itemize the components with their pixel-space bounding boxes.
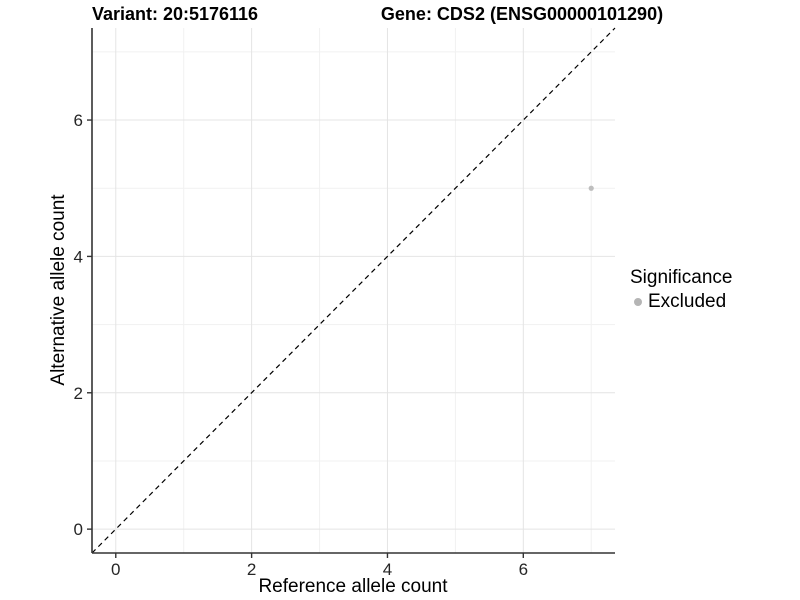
x-tick-label: 2: [247, 560, 256, 579]
legend-entry-label: Excluded: [648, 291, 727, 312]
y-tick-label: 0: [74, 520, 83, 539]
x-tick-label: 4: [383, 560, 392, 579]
variant-title: Variant: 20:5176116: [91, 4, 259, 24]
identity-reference-line: [91, 27, 616, 554]
y-axis-title: Alternative allele count: [48, 194, 69, 386]
legend-entry-excluded: Excluded: [630, 291, 732, 313]
y-tick-label: 4: [74, 247, 83, 266]
y-tick-label: 6: [74, 111, 83, 130]
x-tick-label: 0: [111, 560, 120, 579]
x-tick-label: 6: [519, 560, 528, 579]
data-point: [588, 185, 594, 191]
legend-title: Significance: [630, 267, 733, 288]
x-axis-title: Reference allele count: [258, 576, 448, 597]
y-tick-label: 2: [74, 384, 83, 403]
gene-title: Gene: CDS2 (ENSG00000101290): [380, 4, 664, 24]
legend: Significance Excluded: [630, 267, 732, 313]
excluded-point-icon: [634, 298, 642, 306]
